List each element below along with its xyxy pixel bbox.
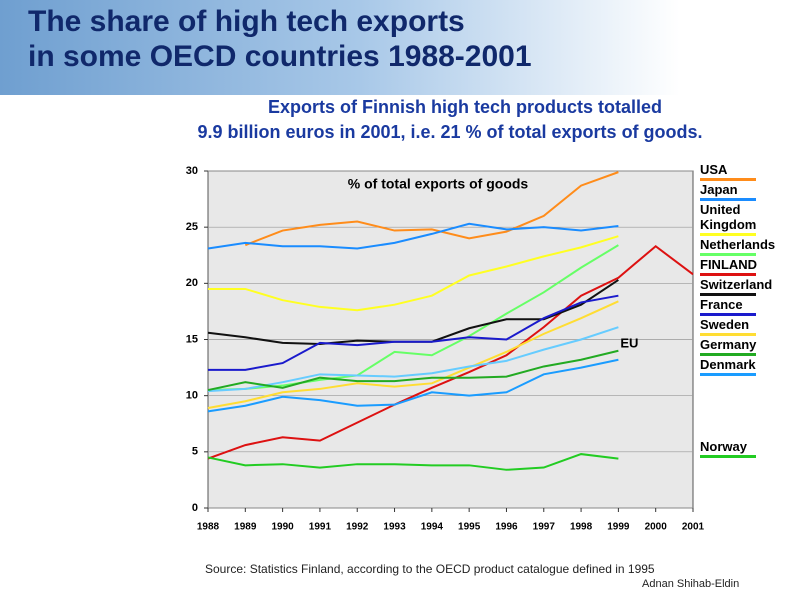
x-tick-label: 1995 [458, 522, 481, 533]
author: Adnan Shihab-Eldin [642, 578, 740, 590]
legend-entry: FINLAND [700, 257, 795, 276]
x-tick-label: 1990 [271, 522, 294, 533]
x-tick-label: 1996 [495, 522, 518, 533]
legend-swatch [700, 313, 756, 316]
legend-label: Japan [700, 182, 738, 197]
series-line [207, 358, 619, 413]
series-line [207, 244, 694, 460]
series-line [208, 235, 619, 312]
legend-label: Switzerland [700, 277, 773, 292]
legend-label: Germany [700, 337, 757, 352]
y-tick-label: 0 [192, 502, 198, 514]
legend-entry: Japan [700, 182, 795, 201]
legend-swatch [700, 333, 756, 336]
legend-entry: Germany [700, 337, 795, 356]
x-tick-label: 1992 [346, 522, 369, 533]
x-tick-label: 1997 [533, 522, 556, 533]
legend-label: United Kingdom [700, 202, 757, 232]
x-tick-label: 2001 [682, 522, 705, 533]
series-end-label: EU [620, 336, 638, 351]
subtitle: 9.9 billion euros in 2001, i.e. 21 % of … [197, 122, 703, 142]
y-tick-label: 10 [186, 390, 198, 402]
x-tick-label: 1989 [234, 522, 257, 533]
title: The share of high tech exports [28, 5, 465, 38]
title: in some OECD countries 1988-2001 [28, 40, 532, 73]
series-line [207, 326, 619, 393]
legend-entry: Sweden [700, 317, 795, 336]
x-tick-label: 2000 [645, 522, 668, 533]
legend-swatch [700, 293, 756, 296]
legend-label: Sweden [700, 317, 750, 332]
x-tick-label: 1993 [383, 522, 406, 533]
legend-entry: Denmark [700, 357, 795, 376]
y-tick-label: 5 [192, 446, 198, 458]
legend-entry: Switzerland [700, 277, 795, 296]
y-tick-label: 20 [186, 277, 198, 289]
series-line [208, 294, 619, 371]
legend-entry: USA [700, 162, 795, 181]
x-tick-label: 1988 [197, 522, 220, 533]
series-line [207, 349, 619, 392]
x-tick-label: 1999 [607, 522, 630, 533]
series-line [244, 171, 619, 247]
series-line [207, 453, 619, 471]
x-tick-label: 1994 [421, 522, 444, 533]
y-tick-label: 30 [186, 165, 198, 177]
y-tick-label: 25 [186, 221, 198, 233]
legend-swatch [700, 253, 756, 256]
legend-swatch [700, 373, 756, 376]
legend-swatch [700, 454, 756, 458]
legend-label: Denmark [700, 357, 756, 372]
series-line [207, 222, 619, 250]
subtitle: Exports of Finnish high tech products to… [267, 97, 662, 117]
legend-label: Norway [700, 438, 747, 454]
source: Source: Statistics Finland, according to… [205, 562, 655, 576]
legend-entry: United Kingdom [700, 202, 795, 236]
y-tick-label: 15 [186, 333, 198, 345]
legend-label: France [700, 297, 743, 312]
series-line [207, 300, 619, 410]
legend-label: Netherlands [700, 237, 776, 252]
legend-entry: Norway [700, 439, 795, 458]
legend-label: USA [700, 162, 728, 177]
legend-swatch [700, 178, 756, 181]
x-tick-label: 1998 [570, 522, 593, 533]
legend-swatch [700, 233, 756, 236]
title-band [0, 0, 800, 95]
legend-swatch [700, 273, 756, 276]
y-axis-label: % of total exports of goods [348, 176, 529, 192]
legend-entry: France [700, 297, 795, 316]
legend-swatch [700, 353, 756, 356]
legend-swatch [700, 198, 756, 201]
x-tick-label: 1991 [309, 522, 332, 533]
legend-entry: Netherlands [700, 237, 795, 256]
legend-label: FINLAND [700, 257, 758, 272]
